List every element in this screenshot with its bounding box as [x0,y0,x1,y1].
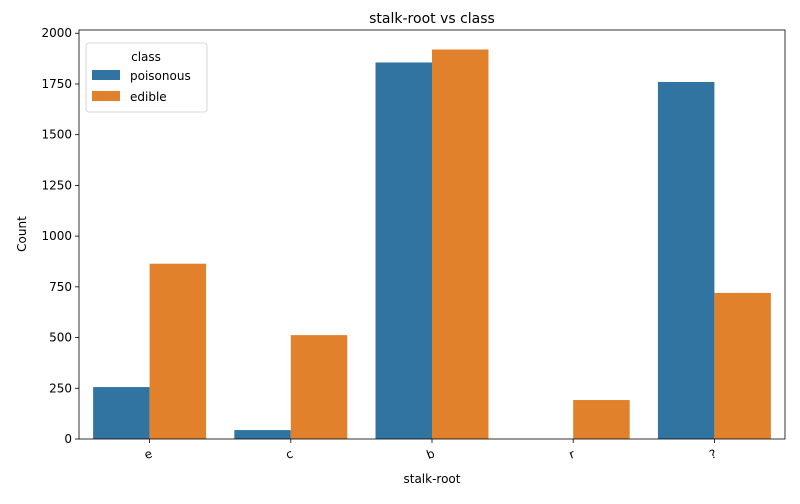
y-tick-label: 1500 [41,128,72,142]
bar-edible-r [573,400,630,439]
x-tick-label: b [425,446,437,462]
bar-poisonous-? [657,81,715,439]
y-axis: 0 250 500 750 1000 1250 1500 1750 2000 [41,26,79,446]
y-tick-label: 1250 [41,178,72,192]
legend-swatch-edible [92,91,120,101]
y-tick-label: 2000 [41,26,72,40]
y-tick-label: 1000 [41,229,72,243]
y-tick-label: 250 [49,381,72,395]
bars-layer [93,49,771,440]
bar-poisonous-c [234,430,291,439]
x-tick-label: r [567,447,576,462]
y-tick-label: 500 [49,331,72,345]
y-tick-label: 0 [64,432,72,446]
x-tick-label: ? [708,447,719,462]
bar-edible-b [432,49,489,439]
bar-poisonous-b [375,62,432,440]
x-tick-label: e [142,446,154,462]
bar-poisonous-e [93,387,150,439]
bar-edible-? [714,292,771,439]
legend: class poisonous edible [85,42,208,113]
plot-frame [78,29,786,440]
legend-label-edible: edible [130,90,167,104]
legend-title: class [131,50,161,64]
legend-label-poisonous: poisonous [130,69,191,83]
bar-edible-c [290,335,348,439]
bar-edible-e [149,263,207,439]
legend-swatch-poisonous [92,70,120,80]
y-tick-label: 1750 [41,77,72,91]
x-axis-label: stalk-root [404,472,461,486]
x-tick-label: c [284,447,295,462]
x-axis: e c b r? [142,439,718,462]
chart-title: stalk-root vs class [369,11,495,27]
y-axis-label: Count [15,216,29,252]
y-tick-label: 750 [49,280,72,294]
